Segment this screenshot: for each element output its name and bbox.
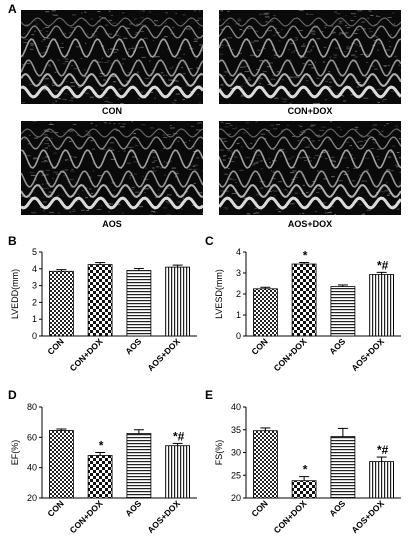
panel-letter-a: A [8, 2, 17, 16]
chart-ef: 20 40 60 80 EF(%) CON * CON+DOX AOS *# AOS+DOX [10, 402, 197, 535]
significance-con-dox: * [303, 463, 308, 477]
y-tick-label: 2 [236, 289, 241, 299]
y-tick-label: 20 [231, 493, 241, 503]
y-tick-label: 3 [32, 281, 37, 291]
echo-image-con-dox [219, 10, 401, 104]
x-tick-label-aos: AOS [123, 336, 143, 356]
significance-aos-dox: *# [173, 429, 185, 443]
echo-image-con [21, 10, 203, 104]
significance-con-dox: * [303, 249, 308, 263]
bar-con-dox [87, 264, 113, 337]
echo-caption-con-dox: CON+DOX [287, 106, 333, 116]
bar-con [49, 270, 74, 337]
y-tick-label: 60 [27, 432, 37, 442]
x-tick-label-aos-dox: AOS+DOX [145, 498, 182, 535]
y-tick-label: 30 [231, 448, 241, 458]
panel-letter-c: C [205, 234, 214, 248]
y-tick-label: 25 [231, 470, 241, 480]
y-tick-label: 1 [236, 310, 241, 320]
bar-con [49, 430, 74, 499]
chart-fs: 20 25 30 35 40 FS(%) CON * CON+DOX AOS *# AOS+DOX [214, 402, 401, 535]
bar-aos [330, 436, 356, 499]
significance-aos-dox: *# [377, 258, 389, 272]
y-tick-label: 20 [27, 493, 37, 503]
echo-caption-aos-dox: AOS+DOX [287, 219, 333, 229]
echo-caption-aos: AOS [102, 219, 122, 229]
bar-aos-dox [165, 266, 191, 337]
echo-trace [219, 121, 401, 215]
bar-con [253, 288, 278, 337]
echo-caption-con: CON [102, 106, 122, 116]
panel-letter-d: D [8, 388, 17, 402]
y-axis-label: FS(%) [214, 440, 224, 466]
x-tick-label-con-dox: CON+DOX [68, 336, 105, 373]
x-tick-label-aos: AOS [327, 336, 347, 356]
chart-lvedd: 0 1 2 3 4 5 LVEDD(mm) CON CON+DOX AOS AOS+DOX [10, 247, 197, 373]
bar-aos-dox [369, 461, 395, 499]
y-tick-label: 0 [32, 331, 37, 341]
x-tick-label-aos-dox: AOS+DOX [349, 336, 386, 373]
x-tick-label-con: CON [45, 498, 65, 518]
bar-con [253, 430, 278, 499]
y-tick-label: 3 [236, 268, 241, 278]
bar-con-dox [291, 263, 317, 337]
y-tick-label: 2 [32, 297, 37, 307]
y-tick-label: 1 [32, 314, 37, 324]
y-tick-label: 80 [27, 402, 37, 412]
x-tick-label-con: CON [249, 336, 269, 356]
bar-aos-dox [369, 274, 395, 337]
echo-trace [21, 10, 203, 104]
x-tick-label-con-dox: CON+DOX [68, 498, 105, 535]
bar-con-dox [87, 455, 113, 499]
x-tick-label-con: CON [249, 498, 269, 518]
panel-letter-e: E [205, 388, 214, 402]
x-tick-label-aos: AOS [327, 498, 347, 518]
y-tick-label: 40 [27, 463, 37, 473]
y-axis-label: EF(%) [10, 440, 20, 466]
y-tick-label: 4 [236, 247, 241, 257]
y-tick-label: 40 [231, 402, 241, 412]
x-tick-label-con-dox: CON+DOX [272, 336, 309, 373]
y-axis-label: LVEDD(mm) [10, 269, 20, 319]
x-tick-label-aos-dox: AOS+DOX [145, 336, 182, 373]
bar-aos [330, 286, 356, 337]
echo-image-aos [21, 121, 203, 215]
y-axis-label: LVESD(mm) [214, 269, 224, 319]
significance-con-dox: * [99, 439, 104, 453]
y-tick-label: 35 [231, 425, 241, 435]
x-tick-label-con-dox: CON+DOX [272, 498, 309, 535]
x-tick-label-aos-dox: AOS+DOX [349, 498, 386, 535]
echo-trace [219, 10, 401, 104]
chart-lvesd: 0 1 2 3 4 LVESD(mm) CON * CON+DOX AOS *# AOS+DOX [214, 247, 401, 373]
bar-aos-dox [165, 445, 191, 499]
bar-aos [126, 270, 152, 337]
echo-trace [21, 121, 203, 215]
y-tick-label: 0 [236, 331, 241, 341]
bar-con-dox [291, 480, 317, 499]
x-tick-label-aos: AOS [123, 498, 143, 518]
bar-aos [126, 433, 152, 499]
y-tick-label: 4 [32, 264, 37, 274]
x-tick-label-con: CON [45, 336, 65, 356]
panel-letter-b: B [8, 234, 17, 248]
significance-aos-dox: *# [377, 443, 389, 457]
y-tick-label: 5 [32, 247, 37, 257]
echo-image-aos-dox [219, 121, 401, 215]
